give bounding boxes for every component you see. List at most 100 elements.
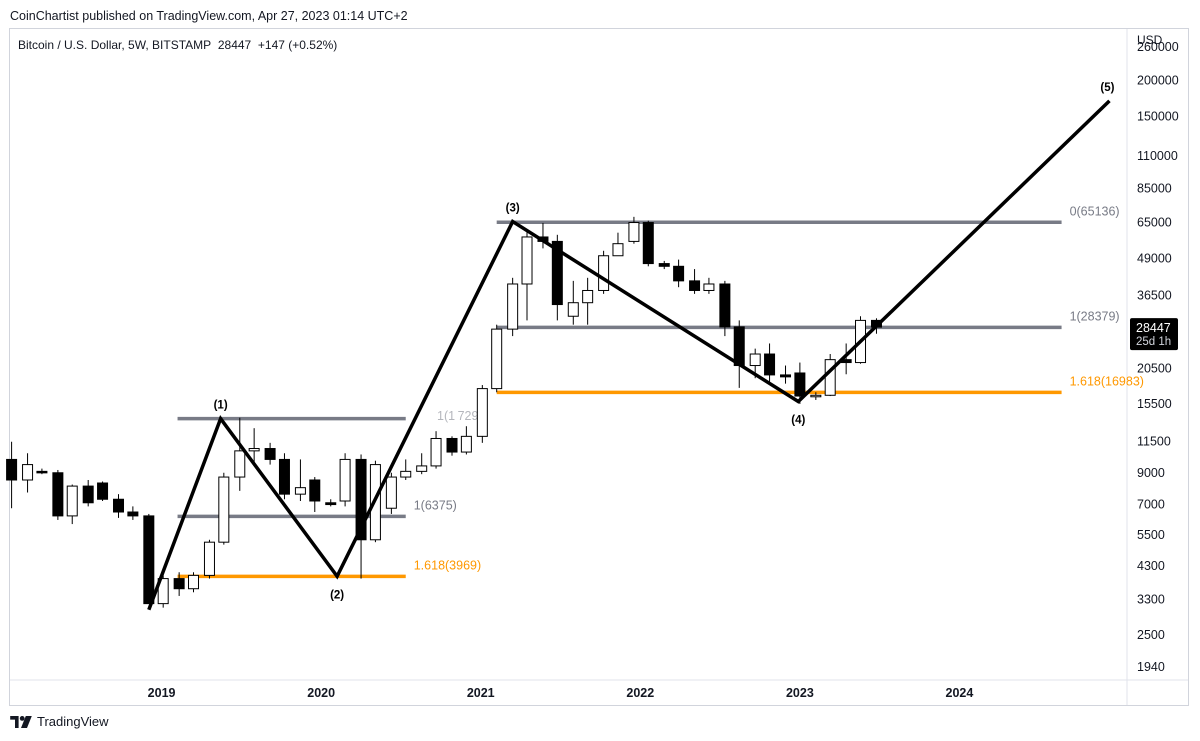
candle-body bbox=[719, 283, 731, 328]
fib-level-label: 1(28379) bbox=[1070, 309, 1120, 323]
candle-body bbox=[642, 222, 654, 265]
candle-body bbox=[113, 498, 125, 513]
candle-body bbox=[294, 487, 306, 495]
price-tick-label: 4300 bbox=[1137, 559, 1165, 573]
candle-body bbox=[52, 472, 64, 517]
price-tick-label: 7000 bbox=[1137, 498, 1165, 512]
chart-frame bbox=[9, 28, 1189, 706]
wave-label: (4) bbox=[791, 415, 805, 427]
fib-level-label: 0(65136) bbox=[1070, 204, 1120, 218]
candle-body bbox=[339, 458, 351, 502]
wave-label: (3) bbox=[506, 203, 520, 215]
candle-body bbox=[97, 482, 109, 500]
candle-body bbox=[127, 511, 139, 517]
price-axis-unit: USD bbox=[1137, 33, 1163, 47]
fib-level-label: 1.618(3969) bbox=[414, 558, 481, 572]
tradingview-logo-icon[interactable] bbox=[10, 715, 32, 728]
symbol-title: Bitcoin / U.S. Dollar, 5W, BITSTAMP bbox=[18, 38, 212, 52]
price-tick-label: 36500 bbox=[1137, 289, 1172, 303]
price-tick-label: 2500 bbox=[1137, 628, 1165, 642]
footer-brand: TradingView bbox=[37, 714, 109, 729]
fib-levels: 1(6375) 1.618(3969) 0(65136) 1(28379) 1.618(… bbox=[177, 204, 1144, 579]
fib-level-label: 1(1 729) bbox=[437, 409, 483, 423]
candle-body bbox=[658, 263, 670, 267]
candle-body bbox=[218, 476, 230, 543]
candle-body bbox=[22, 464, 34, 481]
candle-body bbox=[355, 458, 367, 541]
candle-body bbox=[567, 302, 579, 317]
candle-body bbox=[446, 437, 458, 453]
price-tick-label: 20500 bbox=[1137, 362, 1172, 376]
candle-body bbox=[673, 265, 685, 282]
last-price-tag-countdown: 25d 1h bbox=[1136, 336, 1171, 348]
candle-body bbox=[203, 541, 215, 576]
price-tick-label: 11500 bbox=[1137, 435, 1171, 449]
candle-body bbox=[400, 470, 412, 478]
last-price-tag-value: 28447 bbox=[1136, 321, 1171, 335]
price-tick-label: 260000 bbox=[1137, 40, 1179, 54]
candle-body bbox=[733, 326, 745, 367]
price-tick-label: 110000 bbox=[1137, 149, 1178, 163]
price-tick-label: 9000 bbox=[1137, 466, 1165, 480]
elliott-wave: (1) (2) (3) (4) (5) bbox=[147, 82, 1115, 611]
time-tick-label: 2020 bbox=[307, 686, 335, 700]
candle-body bbox=[143, 515, 155, 605]
candle-body bbox=[582, 289, 594, 304]
candle-body bbox=[234, 450, 246, 478]
candle-body bbox=[749, 353, 761, 367]
fib-level-label: 1.618(16983) bbox=[1070, 374, 1144, 388]
candle-body bbox=[551, 240, 563, 306]
candle-body bbox=[416, 465, 428, 472]
candle-body bbox=[157, 578, 169, 605]
candle-body bbox=[628, 222, 640, 242]
candle-body bbox=[173, 578, 185, 590]
price-tick-label: 200000 bbox=[1137, 73, 1179, 87]
candle-body bbox=[476, 388, 488, 437]
candle-body bbox=[325, 502, 337, 506]
candle-body bbox=[780, 374, 792, 378]
candle-body bbox=[507, 283, 519, 330]
candle-body bbox=[598, 255, 610, 291]
wave-path bbox=[147, 99, 1111, 611]
candle-body bbox=[764, 353, 776, 376]
price-tick-label: 3300 bbox=[1137, 593, 1165, 607]
candle-body bbox=[278, 458, 290, 495]
candle-body bbox=[385, 476, 397, 509]
symbol-last-price: 28447 bbox=[217, 38, 252, 52]
price-tick-label: 15500 bbox=[1137, 397, 1172, 411]
symbol-legend[interactable]: Bitcoin / U.S. Dollar, 5W, BITSTAMP 2844… bbox=[18, 38, 337, 52]
candle-body bbox=[491, 328, 503, 390]
candle-body bbox=[188, 574, 200, 590]
candle-body bbox=[794, 372, 806, 397]
wave-label: (2) bbox=[330, 589, 344, 601]
time-tick-label: 2022 bbox=[626, 686, 654, 700]
candle-body bbox=[36, 470, 48, 474]
price-tick-label: 150000 bbox=[1137, 110, 1179, 124]
price-tick-label: 85000 bbox=[1137, 182, 1172, 196]
candle-body bbox=[309, 479, 321, 502]
wave-label: (1) bbox=[214, 400, 228, 412]
footer: TradingView bbox=[10, 714, 109, 729]
candle-body bbox=[66, 485, 78, 517]
price-tick-label: 49000 bbox=[1137, 251, 1172, 265]
time-tick-label: 2021 bbox=[467, 686, 495, 700]
candle-body bbox=[521, 236, 533, 285]
time-axis[interactable]: 2019 2020 2021 2022 2023 2024 bbox=[148, 686, 974, 700]
price-axis[interactable]: 1940 2500 3300 4300 5500 7000 9000 11500 15500 20… bbox=[1137, 40, 1179, 674]
candle-body bbox=[460, 435, 472, 453]
candle-body bbox=[248, 448, 260, 452]
candle-body bbox=[82, 485, 94, 504]
price-tick-label: 5500 bbox=[1137, 528, 1165, 542]
candle-body bbox=[810, 394, 822, 398]
symbol-change: +147 (+0.52%) bbox=[257, 38, 338, 52]
price-tick-label: 65000 bbox=[1137, 216, 1172, 230]
candle-body bbox=[703, 283, 715, 291]
candle-body bbox=[612, 243, 624, 257]
publisher-header: CoinChartist published on TradingView.co… bbox=[10, 9, 408, 23]
candle-body bbox=[689, 280, 701, 291]
last-price-tag-box bbox=[1130, 318, 1178, 351]
candle-body bbox=[430, 437, 442, 467]
time-tick-label: 2024 bbox=[946, 686, 974, 700]
wave-label: (5) bbox=[1100, 82, 1114, 94]
